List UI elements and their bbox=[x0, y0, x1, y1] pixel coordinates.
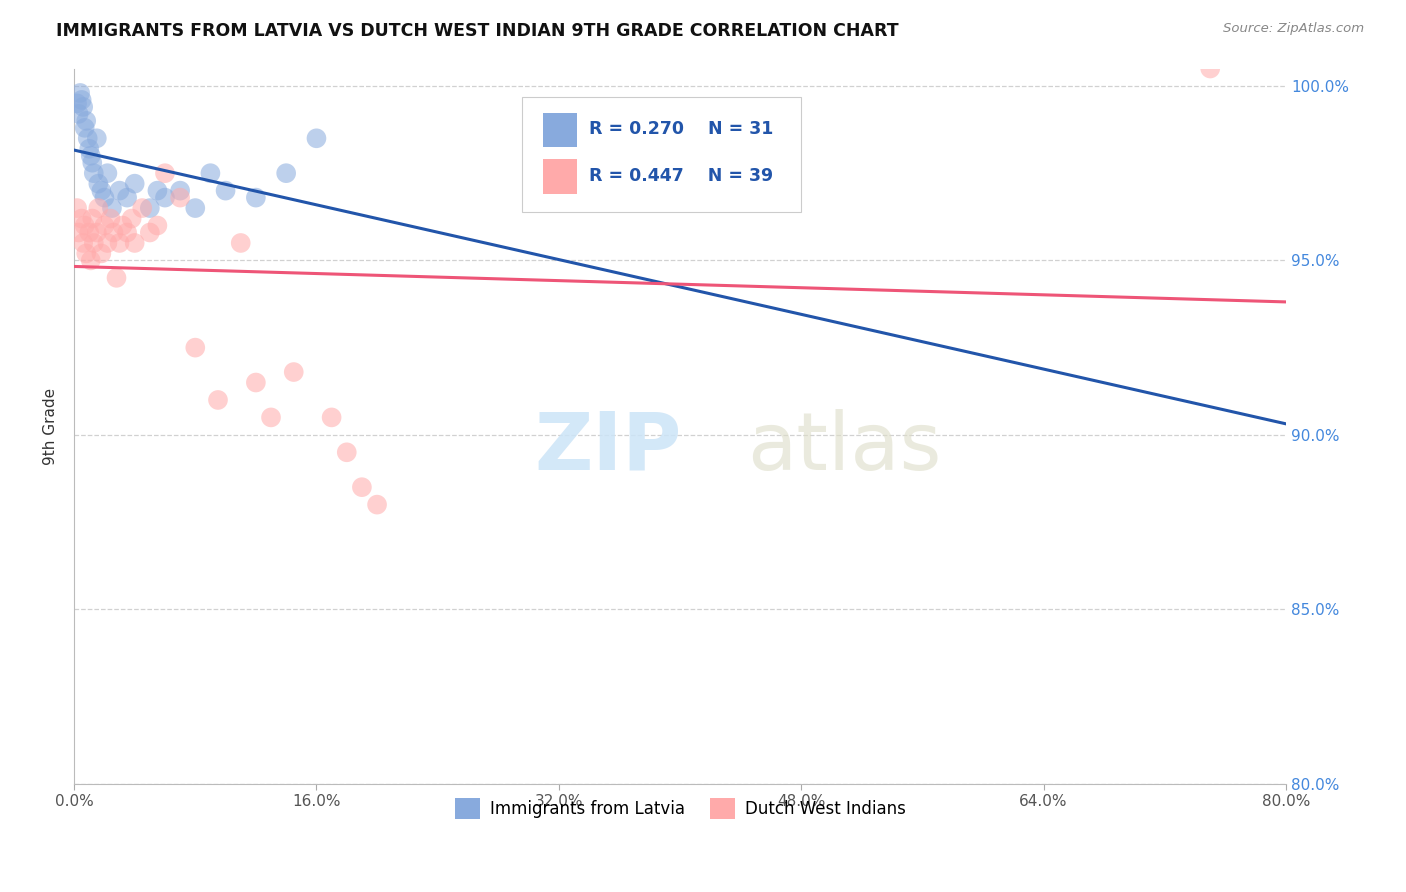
Point bbox=[86, 226, 108, 240]
Bar bbox=[543, 160, 576, 194]
Point bbox=[131, 201, 153, 215]
Point bbox=[80, 253, 103, 268]
Point bbox=[108, 235, 131, 250]
Point bbox=[139, 201, 162, 215]
Point bbox=[153, 166, 176, 180]
Point bbox=[67, 107, 90, 121]
Point bbox=[75, 246, 97, 260]
Point bbox=[77, 142, 100, 156]
Text: ZIP: ZIP bbox=[534, 409, 682, 486]
Point bbox=[139, 226, 162, 240]
Point bbox=[93, 219, 115, 233]
Point bbox=[200, 166, 222, 180]
Legend: Immigrants from Latvia, Dutch West Indians: Immigrants from Latvia, Dutch West India… bbox=[449, 792, 912, 825]
Point bbox=[69, 86, 91, 100]
Point bbox=[90, 184, 112, 198]
Point bbox=[66, 96, 89, 111]
Point bbox=[101, 201, 124, 215]
Point bbox=[108, 184, 131, 198]
Point bbox=[124, 177, 146, 191]
Point bbox=[80, 149, 103, 163]
Text: Source: ZipAtlas.com: Source: ZipAtlas.com bbox=[1223, 22, 1364, 36]
Point bbox=[260, 410, 283, 425]
Point bbox=[111, 219, 134, 233]
Point bbox=[75, 113, 97, 128]
Point bbox=[73, 120, 96, 135]
Point bbox=[124, 235, 146, 250]
Point bbox=[70, 211, 93, 226]
Point bbox=[245, 376, 267, 390]
Point bbox=[169, 191, 191, 205]
Point bbox=[115, 191, 138, 205]
Point bbox=[321, 410, 343, 425]
Text: R = 0.270    N = 31: R = 0.270 N = 31 bbox=[589, 120, 773, 138]
Point bbox=[153, 191, 176, 205]
Point bbox=[146, 184, 169, 198]
Point bbox=[96, 166, 118, 180]
Point bbox=[96, 235, 118, 250]
Point bbox=[207, 392, 229, 407]
Point bbox=[121, 211, 143, 226]
Point bbox=[93, 191, 115, 205]
Point bbox=[90, 246, 112, 260]
Point bbox=[100, 211, 122, 226]
Point bbox=[105, 270, 128, 285]
Point bbox=[87, 177, 110, 191]
Point bbox=[276, 166, 298, 180]
Point bbox=[77, 226, 100, 240]
Point bbox=[83, 235, 105, 250]
Point bbox=[72, 235, 94, 250]
Point bbox=[245, 191, 267, 205]
Text: IMMIGRANTS FROM LATVIA VS DUTCH WEST INDIAN 9TH GRADE CORRELATION CHART: IMMIGRANTS FROM LATVIA VS DUTCH WEST IND… bbox=[56, 22, 898, 40]
Point bbox=[169, 184, 191, 198]
Point bbox=[184, 341, 207, 355]
Point bbox=[73, 219, 96, 233]
Text: atlas: atlas bbox=[747, 409, 941, 486]
Point bbox=[87, 201, 110, 215]
Text: R = 0.447    N = 39: R = 0.447 N = 39 bbox=[589, 167, 773, 185]
Point bbox=[366, 498, 388, 512]
Point bbox=[184, 201, 207, 215]
Point bbox=[82, 155, 104, 169]
Point bbox=[283, 365, 305, 379]
Point bbox=[66, 201, 89, 215]
Point bbox=[72, 100, 94, 114]
Point bbox=[82, 211, 104, 226]
Point bbox=[67, 226, 90, 240]
Point bbox=[83, 166, 105, 180]
Point bbox=[1199, 62, 1222, 76]
Point bbox=[146, 219, 169, 233]
Point bbox=[336, 445, 359, 459]
Y-axis label: 9th Grade: 9th Grade bbox=[44, 387, 58, 465]
Point bbox=[86, 131, 108, 145]
Bar bbox=[543, 113, 576, 147]
Point bbox=[115, 226, 138, 240]
Point bbox=[76, 131, 98, 145]
Point bbox=[229, 235, 252, 250]
Point bbox=[103, 226, 125, 240]
Point bbox=[305, 131, 328, 145]
Point bbox=[350, 480, 373, 494]
FancyBboxPatch shape bbox=[523, 97, 801, 211]
Point bbox=[70, 93, 93, 107]
Point bbox=[214, 184, 236, 198]
